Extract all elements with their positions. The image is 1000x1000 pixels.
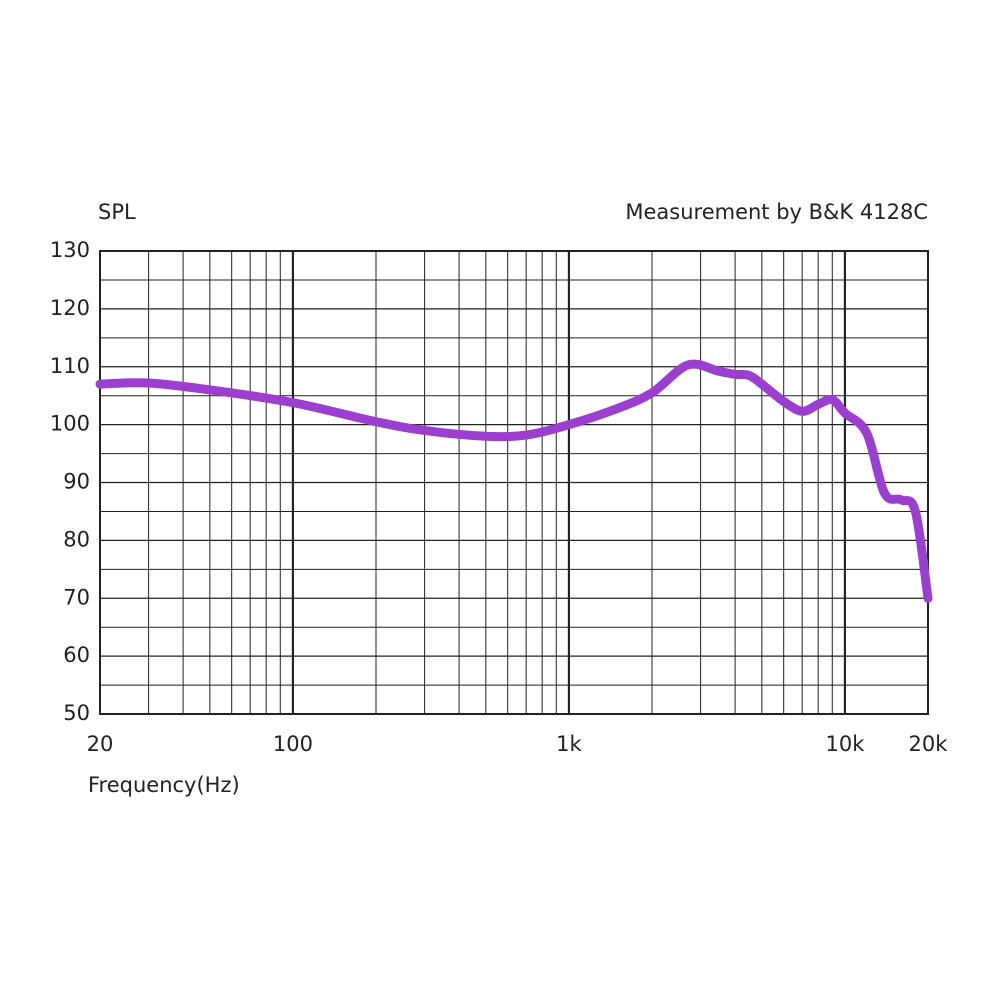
y-tick-label: 110 — [50, 354, 90, 378]
x-tick-label: 10k — [825, 732, 865, 756]
x-axis-label: Frequency(Hz) — [88, 773, 240, 797]
y-axis-label: SPL — [98, 200, 136, 224]
y-tick-label: 80 — [63, 527, 90, 551]
y-tick-label: 130 — [50, 238, 90, 262]
x-tick-label: 1k — [556, 732, 582, 756]
y-tick-label: 90 — [63, 470, 90, 494]
response-curve — [95, 359, 933, 603]
y-tick-label: 100 — [50, 412, 90, 436]
x-tick-label: 20k — [909, 732, 949, 756]
y-tick-label: 120 — [50, 296, 90, 320]
y-tick-label: 70 — [63, 585, 90, 609]
plot-border — [99, 250, 929, 715]
y-tick-label: 60 — [63, 643, 90, 667]
x-tick-label: 100 — [273, 732, 313, 756]
y-tick-label: 50 — [63, 701, 90, 725]
annotation: Measurement by B&K 4128C — [625, 200, 928, 224]
x-tick-label: 20 — [87, 732, 114, 756]
